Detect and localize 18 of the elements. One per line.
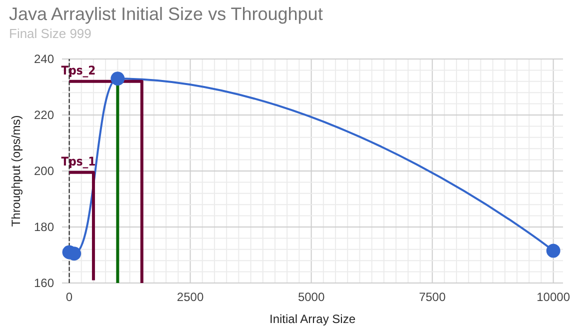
y-tick-label: 200	[34, 164, 54, 178]
x-tick-label: 0	[66, 290, 73, 304]
x-tick-label: 2500	[176, 290, 204, 304]
point	[546, 244, 560, 258]
series-label: Tps_1	[61, 154, 96, 168]
x-tick-label: 10000	[536, 290, 570, 304]
y-tick-label: 220	[34, 108, 54, 122]
point	[110, 72, 125, 86]
y-tick-label: 180	[34, 220, 54, 234]
y-tick-label: 160	[34, 276, 54, 290]
x-axis-title: Initial Array Size	[269, 312, 356, 326]
chart-title: Java Arraylist Initial Size vs Throughput	[9, 4, 323, 24]
series-label: Tps_2	[61, 63, 96, 78]
chart-subtitle: Final Size 999	[9, 26, 92, 41]
y-axis-title: Throughput (ops/ms)	[9, 115, 23, 227]
x-tick-label: 7500	[418, 290, 446, 304]
x-tick-label: 5000	[298, 290, 325, 304]
y-tick-label: 240	[34, 52, 54, 66]
